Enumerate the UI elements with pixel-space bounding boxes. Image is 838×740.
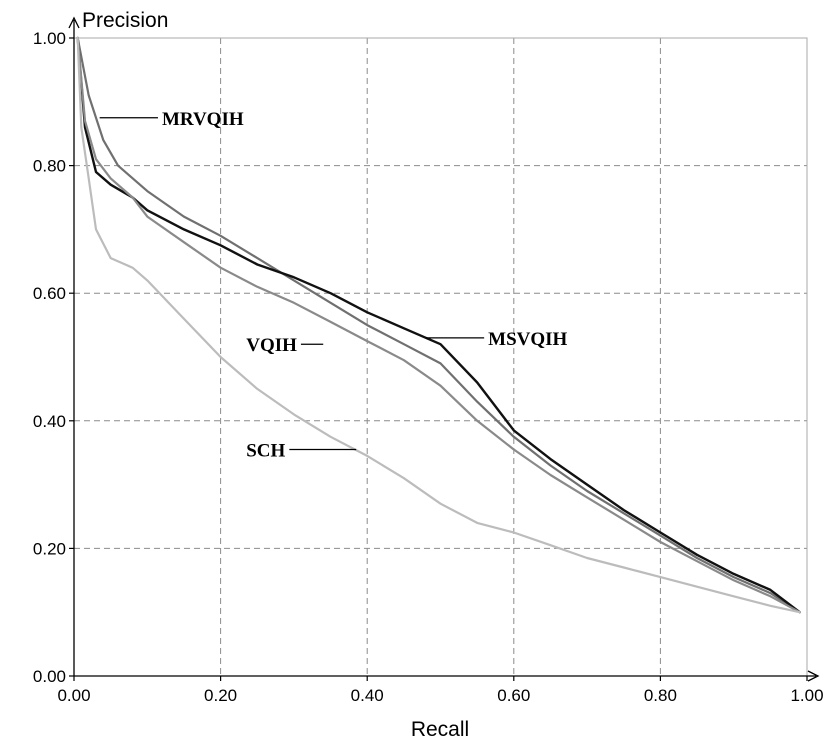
x-tick-label: 0.20	[204, 686, 237, 705]
series-line-sch	[76, 36, 801, 614]
grid-lines	[74, 38, 807, 676]
x-tick-label: 1.00	[790, 686, 823, 705]
x-axis-title: Recall	[411, 718, 469, 740]
axes	[68, 16, 820, 682]
series-label-mrvqih: MRVQIH	[162, 109, 244, 130]
y-tick-label: 0.80	[33, 157, 66, 176]
x-tick-label: 0.60	[497, 686, 530, 705]
y-tick-label: 0.20	[33, 539, 66, 558]
series-line-vqih	[76, 36, 801, 614]
series-label-vqih: VQIH	[246, 335, 297, 356]
y-axis-arrow	[68, 16, 80, 29]
x-axis-arrow	[807, 670, 820, 682]
y-axis-title: Precision	[82, 9, 168, 32]
series-curves	[76, 36, 801, 614]
series-labels: MRVQIH MSVQIH VQIH SCH	[99, 109, 568, 462]
plot-frame	[73, 37, 808, 677]
y-tick-label: 0.00	[33, 667, 66, 686]
y-tick-label: 0.60	[33, 284, 66, 303]
y-tick-label: 0.40	[33, 412, 66, 431]
series-label-msvqih: MSVQIH	[488, 329, 567, 350]
tick-labels: 0.00 0.20 0.40 0.60 0.80 1.00 0.00 0.20 0.40 0.60…	[33, 29, 824, 705]
y-tick-label: 1.00	[33, 29, 66, 48]
x-tick-label: 0.80	[644, 686, 677, 705]
x-tick-label: 0.00	[57, 686, 90, 705]
series-line-mrvqih	[76, 36, 801, 614]
series-label-sch: SCH	[246, 441, 285, 462]
x-tick-label: 0.40	[351, 686, 384, 705]
